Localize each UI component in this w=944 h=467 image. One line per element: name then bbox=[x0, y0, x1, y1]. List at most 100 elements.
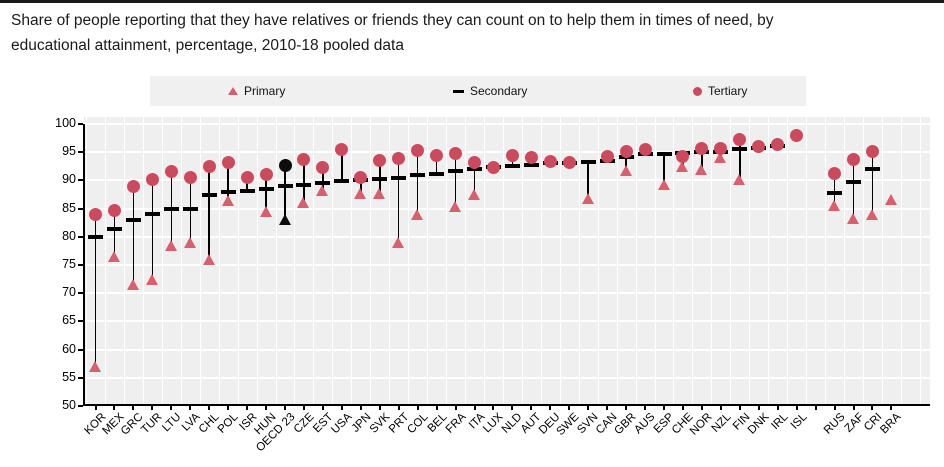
x-tick bbox=[132, 406, 135, 410]
v-gridline bbox=[351, 117, 353, 404]
x-tick bbox=[151, 406, 154, 410]
connector-line bbox=[416, 150, 419, 215]
tertiary-marker bbox=[221, 156, 235, 170]
v-gridline bbox=[654, 117, 656, 404]
connector-line bbox=[246, 177, 248, 192]
tertiary-marker bbox=[865, 144, 879, 158]
tertiary-marker bbox=[89, 207, 102, 221]
connector-line bbox=[473, 162, 476, 195]
y-axis-line bbox=[83, 124, 85, 406]
connector-line bbox=[151, 179, 154, 280]
primary-marker bbox=[107, 251, 120, 263]
connector-line bbox=[625, 151, 627, 171]
primary-marker bbox=[373, 188, 386, 200]
v-gridline bbox=[465, 117, 467, 404]
primary-marker bbox=[297, 196, 310, 208]
chart-title-line1: Share of people reporting that they have… bbox=[11, 12, 774, 29]
v-gridline bbox=[919, 117, 921, 404]
y-tick-label: 80 bbox=[62, 228, 76, 243]
secondary-marker bbox=[163, 207, 179, 212]
primary-marker bbox=[126, 279, 139, 291]
tertiary-marker bbox=[828, 167, 842, 181]
secondary-marker bbox=[448, 169, 464, 174]
secondary-marker bbox=[258, 187, 274, 192]
legend-label-secondary: Secondary bbox=[470, 84, 528, 98]
x-tick bbox=[757, 406, 760, 410]
tertiary-marker-icon bbox=[693, 86, 702, 96]
legend-item-secondary: Secondary bbox=[453, 76, 527, 106]
v-gridline bbox=[711, 117, 713, 404]
secondary-marker bbox=[429, 171, 445, 176]
x-tick bbox=[265, 406, 268, 410]
x-tick-label: IRL bbox=[769, 411, 791, 433]
tertiary-marker bbox=[126, 179, 140, 193]
tertiary-marker bbox=[373, 153, 387, 167]
v-gridline bbox=[313, 117, 315, 404]
x-tick bbox=[738, 406, 741, 410]
tertiary-marker bbox=[392, 152, 406, 166]
primary-marker bbox=[278, 213, 291, 225]
h-gridline bbox=[84, 292, 930, 295]
tertiary-marker bbox=[771, 137, 785, 151]
v-gridline bbox=[616, 117, 618, 404]
x-tick bbox=[700, 406, 703, 410]
connector-line bbox=[871, 151, 874, 215]
secondary-marker bbox=[334, 178, 350, 183]
connector-line bbox=[435, 155, 438, 174]
connector-line bbox=[303, 159, 305, 203]
tertiary-marker bbox=[278, 158, 292, 172]
primary-marker bbox=[619, 165, 632, 177]
x-tick bbox=[94, 406, 97, 410]
v-gridline bbox=[900, 117, 902, 404]
secondary-marker bbox=[827, 190, 843, 195]
v-gridline bbox=[199, 117, 201, 404]
secondary-marker bbox=[504, 163, 520, 168]
x-tick bbox=[719, 406, 722, 410]
tertiary-marker bbox=[847, 153, 860, 167]
y-tick bbox=[78, 348, 83, 351]
v-gridline bbox=[370, 117, 372, 404]
secondary-marker bbox=[106, 226, 122, 231]
tertiary-marker bbox=[107, 204, 121, 218]
tertiary-marker bbox=[354, 170, 368, 184]
connector-line bbox=[852, 159, 855, 219]
tertiary-marker bbox=[505, 149, 519, 163]
legend-item-primary: Primary bbox=[228, 76, 285, 106]
legend-item-tertiary: Tertiary bbox=[693, 76, 747, 106]
y-tick-label: 70 bbox=[62, 285, 76, 300]
v-gridline bbox=[256, 117, 258, 404]
x-tick-label: FRA bbox=[443, 411, 469, 436]
x-tick bbox=[606, 406, 609, 410]
connector-line bbox=[208, 166, 210, 260]
x-tick-label: PRT bbox=[386, 411, 412, 436]
primary-marker bbox=[884, 193, 897, 205]
x-tick-label: LTU bbox=[160, 411, 184, 435]
connector-line bbox=[663, 153, 665, 185]
secondary-marker bbox=[391, 175, 407, 180]
tertiary-marker bbox=[316, 161, 330, 175]
v-gridline bbox=[142, 117, 144, 404]
x-tick bbox=[189, 406, 192, 410]
connector-line bbox=[227, 162, 229, 201]
x-tick bbox=[663, 406, 665, 410]
primary-marker bbox=[714, 152, 727, 164]
x-tick bbox=[359, 406, 362, 410]
connector-line bbox=[132, 186, 135, 285]
x-tick bbox=[625, 406, 628, 410]
tertiary-marker bbox=[676, 149, 690, 163]
primary-marker bbox=[202, 253, 215, 265]
x-tick-label: BRA bbox=[878, 411, 904, 437]
v-gridline bbox=[844, 117, 846, 404]
x-tick-label: COL bbox=[404, 411, 431, 437]
tertiary-marker bbox=[790, 128, 804, 142]
v-gridline bbox=[578, 117, 580, 404]
primary-marker bbox=[847, 213, 859, 225]
connector-line bbox=[454, 153, 457, 207]
x-tick bbox=[644, 406, 647, 410]
primary-marker bbox=[259, 206, 272, 218]
x-tick bbox=[549, 406, 552, 410]
x-tick bbox=[568, 406, 571, 410]
tertiary-marker bbox=[468, 156, 481, 170]
secondary-marker bbox=[467, 167, 482, 172]
